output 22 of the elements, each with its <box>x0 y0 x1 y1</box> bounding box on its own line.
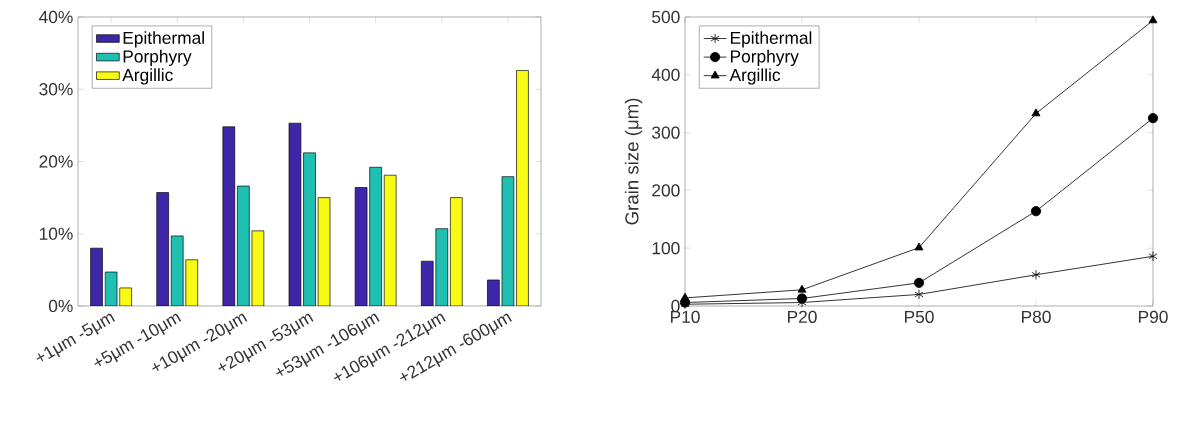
y-tick-label: 20% <box>39 155 73 168</box>
y-tick-label: 0% <box>48 299 73 313</box>
legend-label: Porphyry <box>730 49 799 66</box>
x-tick-label: P50 <box>905 310 934 323</box>
legend-label: Porphyry <box>123 49 192 66</box>
legend-label: Epithermal <box>730 31 812 48</box>
legend-label: Argillic <box>729 68 781 85</box>
y-tick-label: 400 <box>651 68 680 81</box>
x-tick-label: P10 <box>671 310 700 323</box>
x-tick-label: P80 <box>1022 310 1051 323</box>
y-tick-label: 30% <box>39 83 73 96</box>
x-tick-label: P90 <box>1138 310 1168 323</box>
y-tick-label: 200 <box>652 184 680 197</box>
y-axis-title: Grain size (μm) <box>624 98 643 225</box>
y-tick-label: 500 <box>652 10 680 24</box>
x-tick-label: P20 <box>788 310 817 323</box>
y-tick-label: 40% <box>39 10 73 24</box>
y-tick-label: 300 <box>652 126 680 139</box>
y-tick-label: 10% <box>39 227 73 240</box>
legend-label: Argillic <box>122 68 173 85</box>
y-tick-label: 100 <box>652 242 680 255</box>
legend-label: Epithermal <box>123 31 204 48</box>
